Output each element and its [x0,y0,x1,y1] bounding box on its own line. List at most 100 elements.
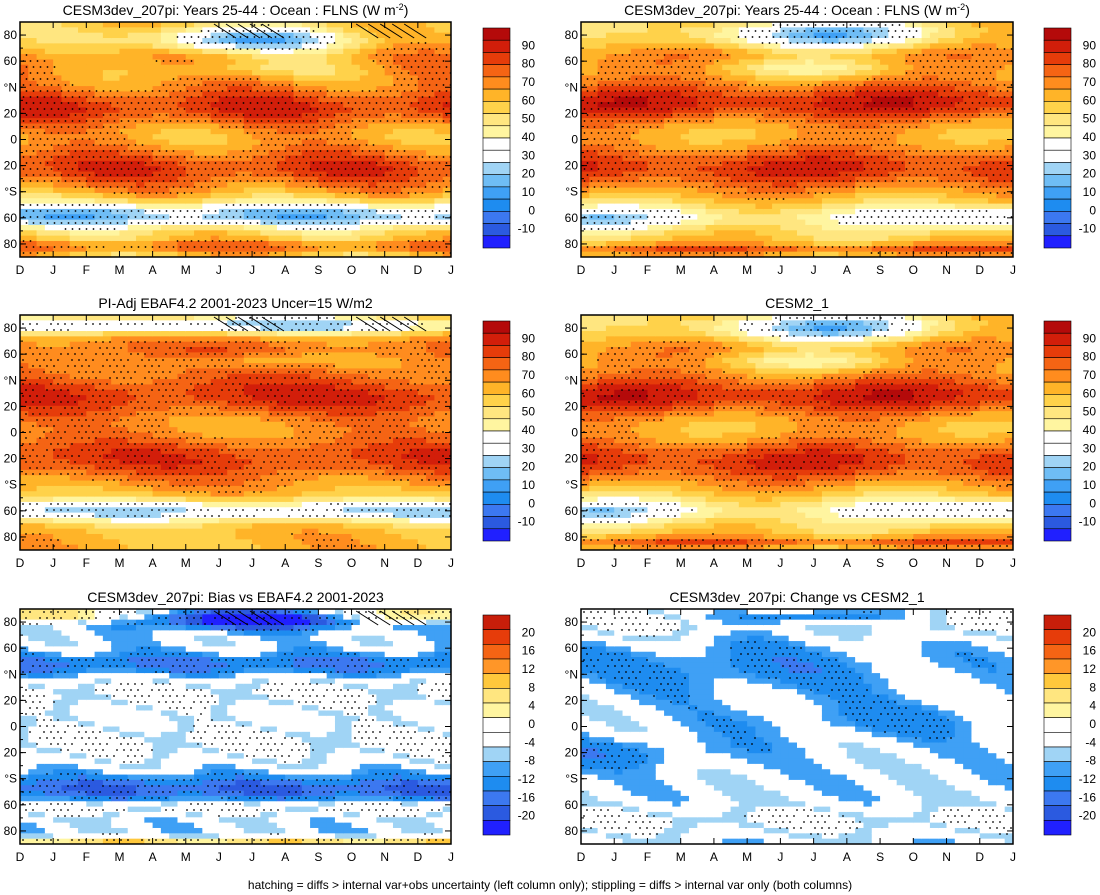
heatmap-cell [697,38,707,44]
stipple-dot [232,216,235,218]
heatmap-cell [194,203,203,210]
heatmap-cell [664,155,673,162]
heatmap-cell [780,187,790,194]
heatmap-cell [368,32,378,39]
heatmap-cell [144,176,154,183]
heatmap-cell [376,27,386,34]
heatmap-cell [763,251,773,257]
heatmap-cell [28,208,38,215]
stipple-dot [43,84,46,86]
stipple-dot [36,216,39,218]
stipple-dot [88,150,91,152]
stipple-dot [120,120,123,122]
stipple-dot [316,168,319,170]
heatmap-cell [210,155,220,162]
heatmap-cell [343,134,353,141]
stipple-dot [176,36,179,38]
heatmap-cell [738,134,748,141]
heatmap-cell [94,123,104,130]
stipple-dot [417,66,420,68]
heatmap-cell [78,96,87,103]
heatmap-cell [622,86,632,93]
stipple-dot [263,42,266,44]
x-tick-label: J [249,263,255,277]
stipple-dot [375,114,378,116]
stipple-dot [253,216,256,218]
heatmap-cell [301,32,311,39]
heatmap-cell [194,96,203,103]
heatmap-cell [713,176,723,183]
heatmap-cell [722,160,732,167]
stipple-dot [186,186,189,188]
stipple-dot [421,60,424,62]
heatmap-cell [392,59,402,66]
heatmap-cell [384,64,394,71]
heatmap-cell [53,224,63,231]
heatmap-cell [351,224,361,231]
stipple-dot [302,216,305,218]
heatmap-cell [169,91,179,98]
stipple-dot [225,180,228,182]
heatmap-cell [94,240,104,247]
heatmap-cell [268,38,278,44]
heatmap-cell [722,240,732,247]
heatmap-cell [252,123,261,130]
stipple-dot [46,126,49,128]
heatmap-cell [614,123,624,130]
heatmap-cell [268,155,278,162]
stipple-dot [274,204,277,206]
stipple-dot [214,162,217,164]
heatmap-cell [61,246,71,253]
heatmap-cell [747,246,757,253]
heatmap-cell [747,171,757,178]
heatmap-cell [185,86,195,93]
heatmap-cell [343,64,353,71]
stipple-dot [22,252,25,254]
heatmap-cell [194,246,203,253]
heatmap-cell [144,123,154,130]
stipple-dot [365,216,368,218]
heatmap-cell [227,38,237,44]
heatmap-cell [177,144,187,151]
heatmap-cell [689,166,698,173]
heatmap-cell [177,43,187,50]
heatmap-cell [409,166,419,173]
stipple-dot [417,54,420,56]
stipple-dot [379,108,382,110]
heatmap-cell [392,86,402,93]
heatmap-cell [655,171,665,178]
stipple-dot [43,156,46,158]
heatmap-cell [359,70,369,77]
heatmap-cell [218,144,228,151]
heatmap-cell [392,246,402,253]
heatmap-cell [119,230,129,237]
heatmap-cell [705,171,715,178]
stipple-dot [284,114,287,116]
stipple-dot [389,210,392,212]
stipple-dot [421,168,424,170]
heatmap-cell [392,198,402,205]
heatmap-cell [680,80,690,87]
heatmap-cell [61,219,71,226]
heatmap-cell [392,91,402,98]
heatmap-cell [639,54,649,60]
heatmap-cell [738,32,748,39]
heatmap-cell [202,176,212,183]
heatmap-cell [334,155,344,162]
heatmap-cell [177,70,187,77]
heatmap-cell [260,118,270,125]
heatmap-cell [368,43,378,50]
stipple-dot [22,72,25,74]
stipple-dot [193,162,196,164]
heatmap-cell [376,91,386,98]
heatmap-cell [293,80,303,87]
heatmap-cell [597,230,607,237]
heatmap-cell [243,251,253,257]
heatmap-cell [359,54,369,60]
heatmap-cell [680,187,690,194]
heatmap-cell [680,144,690,151]
heatmap-cell [343,246,353,253]
heatmap-cell [697,59,707,66]
stipple-dot [204,36,207,38]
stipple-dot [284,210,287,212]
